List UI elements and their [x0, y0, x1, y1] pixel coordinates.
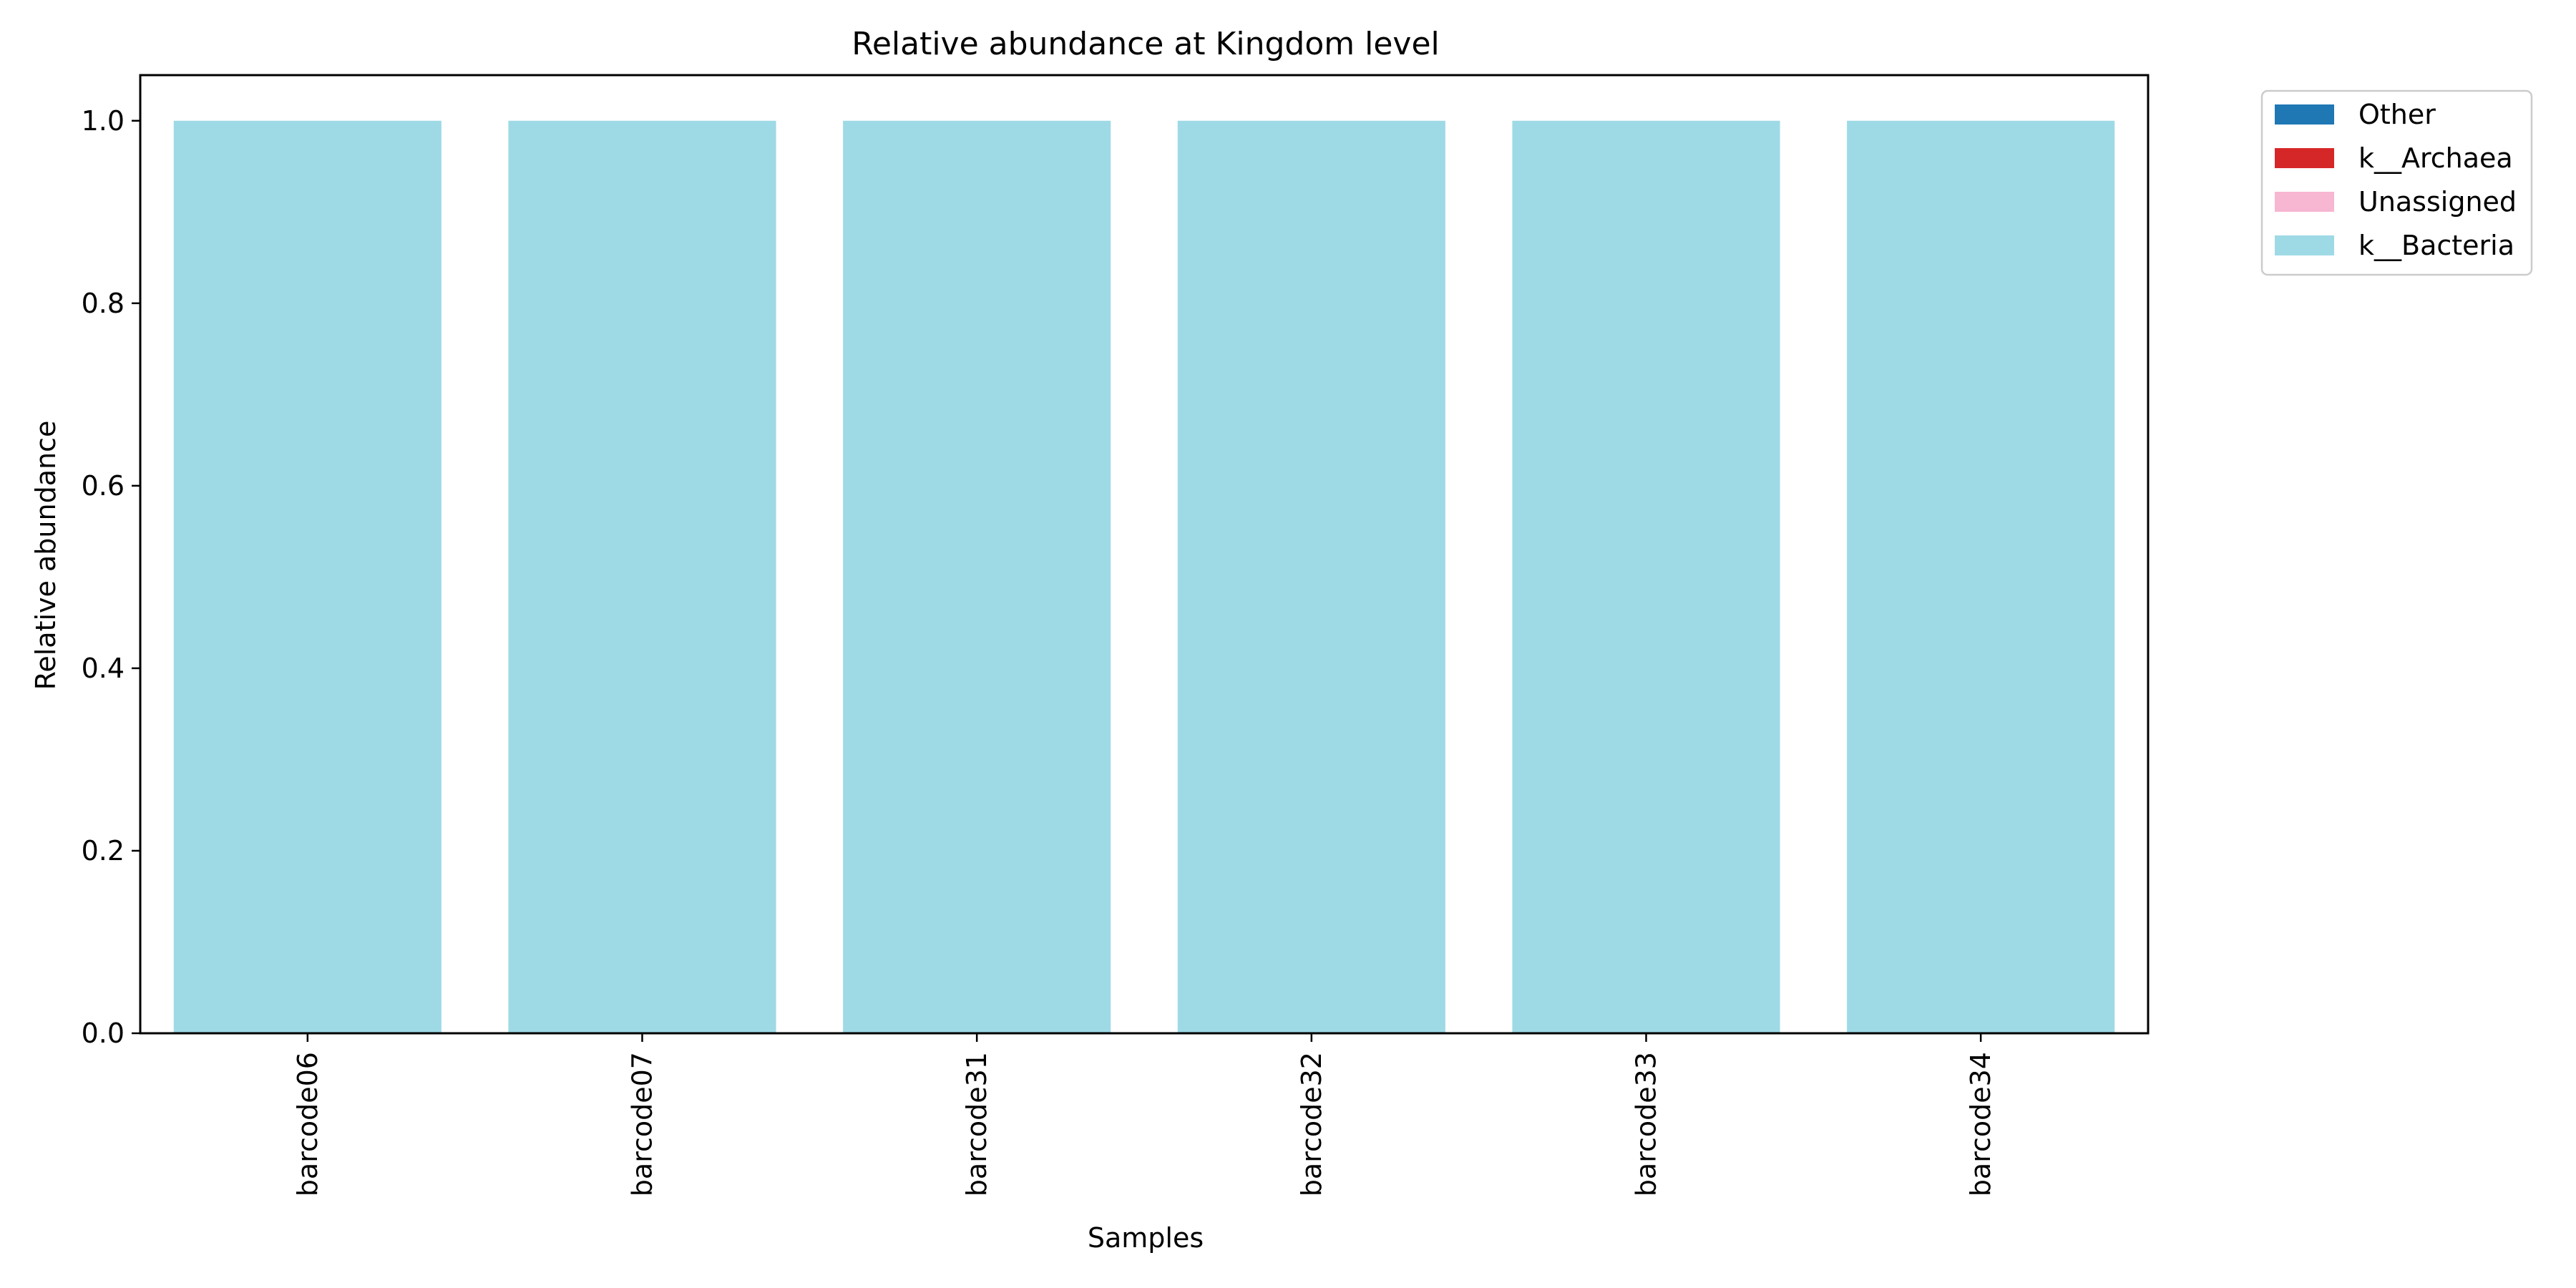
x-tick-label: barcode07 — [627, 1052, 658, 1196]
x-axis-label: Samples — [1088, 1222, 1204, 1254]
chart-title: Relative abundance at Kingdom level — [852, 26, 1440, 62]
legend: Other k__Archaea Unassigned k__Bacteria — [2260, 89, 2533, 276]
legend-swatch — [2275, 148, 2334, 168]
axes-frame — [139, 74, 2150, 1035]
legend-swatch — [2275, 104, 2334, 125]
bar-segment — [1512, 120, 1780, 1033]
legend-label: Other — [2358, 99, 2436, 130]
bar-segment — [173, 120, 441, 1033]
bar-segment — [508, 120, 776, 1033]
plot-area — [139, 74, 2150, 1035]
legend-box — [2260, 89, 2533, 276]
y-tick-label: 1.0 — [82, 105, 125, 137]
x-tick-label: barcode34 — [1965, 1052, 1996, 1196]
bar-segment — [1847, 120, 2115, 1033]
y-tick-label: 0.8 — [82, 288, 125, 319]
y-tick-label: 0.2 — [82, 835, 125, 867]
bar-segment — [843, 120, 1111, 1033]
y-tick-label: 0.0 — [82, 1018, 125, 1049]
bar-segment — [1177, 120, 1445, 1033]
x-axis: barcode06 barcode07 barcode31 barcode32 barc… — [292, 1033, 1996, 1196]
legend-swatch — [2275, 192, 2334, 212]
y-tick-label: 0.4 — [82, 653, 125, 684]
y-tick-label: 0.6 — [82, 470, 125, 502]
x-tick-label: barcode32 — [1296, 1052, 1327, 1196]
legend-label: Unassigned — [2358, 186, 2517, 218]
legend-label: k__Bacteria — [2358, 230, 2514, 261]
y-axis-label: Relative abundance — [30, 421, 62, 691]
y-axis: 0.0 0.2 0.4 0.6 0.8 1.0 — [82, 105, 140, 1049]
x-tick-label: barcode06 — [292, 1052, 323, 1196]
legend-swatch — [2275, 235, 2334, 255]
legend-label: k__Archaea — [2358, 142, 2513, 174]
x-tick-label: barcode31 — [961, 1052, 992, 1196]
x-tick-label: barcode33 — [1631, 1052, 1662, 1196]
